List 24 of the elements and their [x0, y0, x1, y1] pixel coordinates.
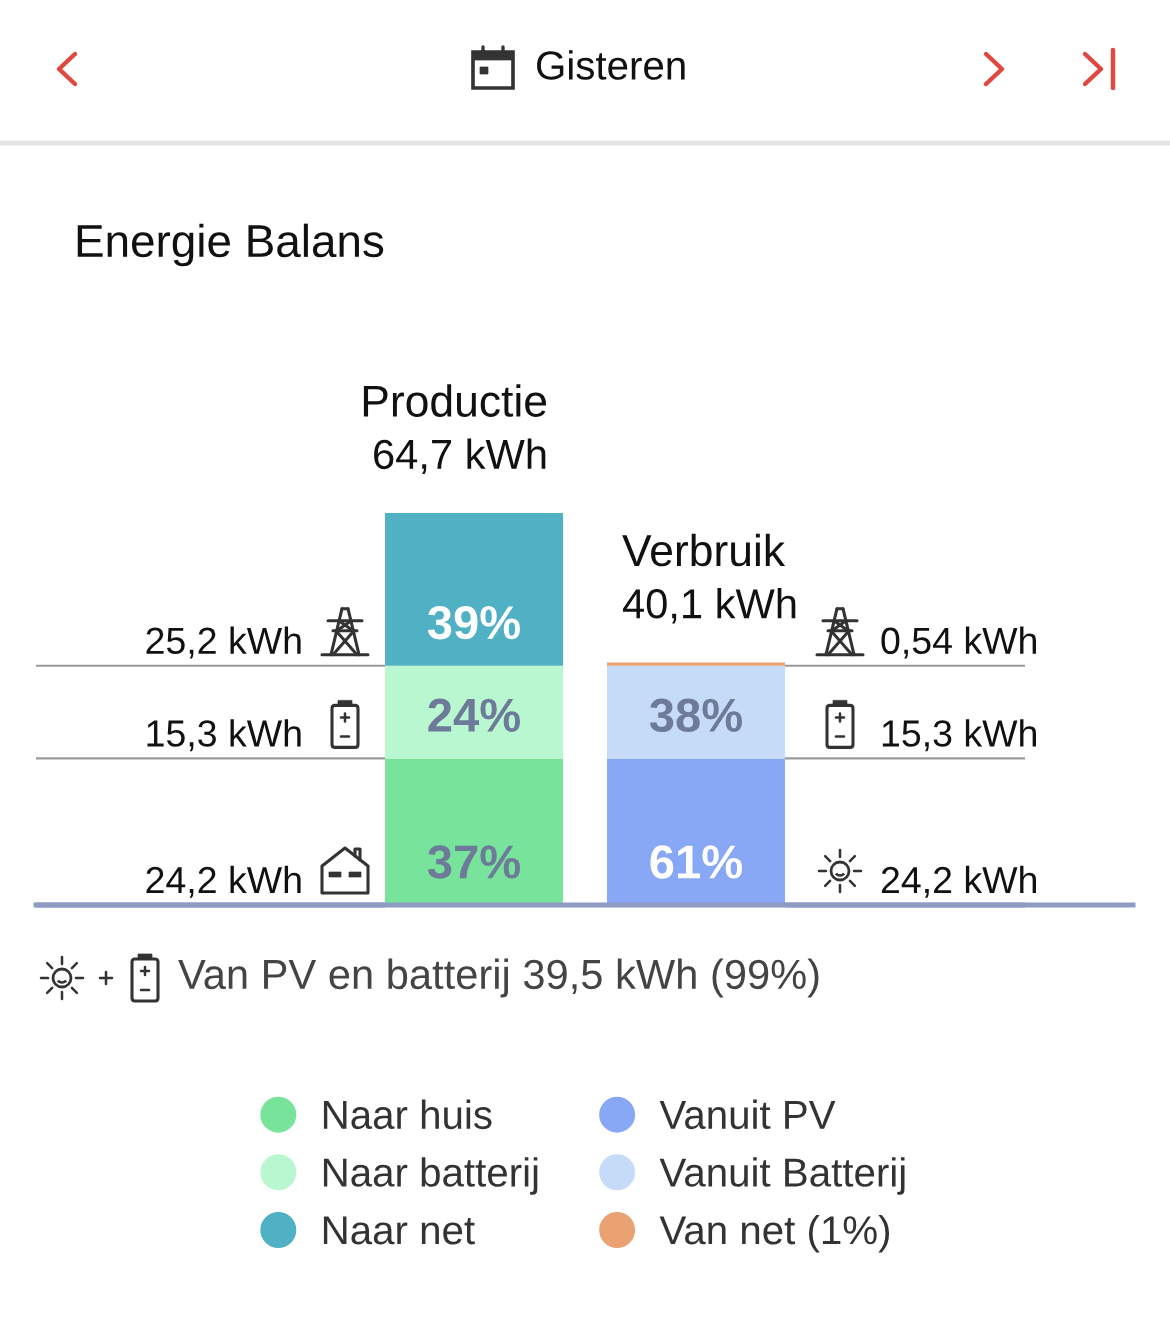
annotation: 61%: [650, 845, 743, 879]
data-label: 0,54 kWh: [881, 626, 1036, 659]
data-label: 24,2 kWh: [881, 865, 1036, 898]
x-tick-label: Productie: [363, 384, 547, 417]
chart-title: Energie Balans: [77, 223, 384, 267]
annotation: 38%: [649, 698, 743, 733]
legend-label: Vanuit Batterij: [659, 1157, 905, 1195]
annotation: 37%: [427, 845, 521, 879]
text: Gisteren: [537, 50, 685, 80]
legend-label: Naar net: [323, 1216, 475, 1245]
total-label: 64,7 kWh: [374, 438, 546, 475]
data-label: 15,3 kWh: [147, 719, 301, 752]
data-label: 24,2 kWh: [146, 865, 301, 898]
annotation: 39%: [427, 605, 521, 640]
data-label: 15,3 kWh: [882, 719, 1036, 752]
total-label: 40,1 kWh: [622, 587, 796, 624]
legend-label: Naar huis: [323, 1099, 492, 1130]
x-tick-label: Verbruik: [622, 533, 786, 567]
legend-label: Naar batterij: [323, 1157, 538, 1195]
legend-label: Vanuit PV: [659, 1099, 836, 1130]
data-label: 25,2 kWh: [146, 626, 301, 659]
text: Van PV en batterij 39,5 kWh (99%): [178, 958, 819, 998]
legend-label: Van net (1%): [659, 1214, 890, 1253]
annotation: 24%: [428, 698, 521, 732]
